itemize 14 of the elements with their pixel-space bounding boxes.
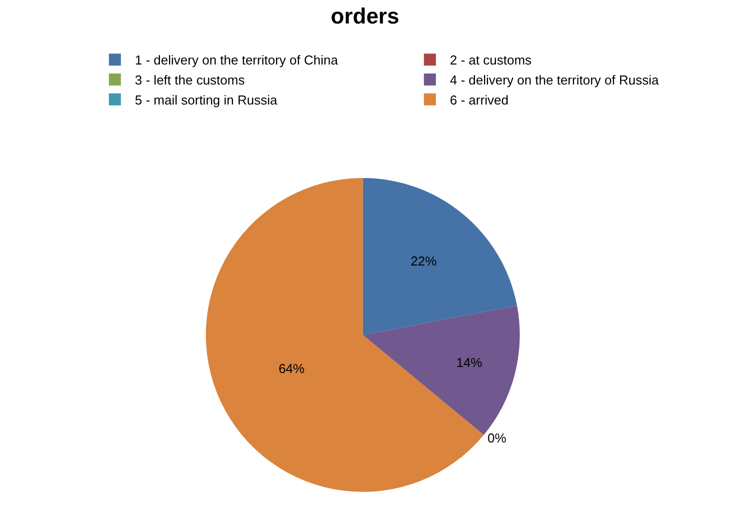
legend-label: 3 - left the customs (134, 72, 246, 88)
data-label: 64% (278, 360, 306, 376)
text: 0% (487, 430, 506, 446)
pie-slice (362, 306, 520, 435)
legend-label: 2 - at customs (450, 52, 532, 68)
data-label: 22% (410, 254, 438, 269)
legend-label: 6 - arrived (450, 92, 508, 108)
data-label: 14% (456, 354, 483, 370)
chart-title: orders (330, 3, 400, 28)
pie-slice (206, 178, 484, 492)
legend-label: 5 - mail sorting in Russia (134, 92, 278, 108)
legend-label: 4 - delivery on the territory of Russia (450, 72, 660, 88)
pie-slice (362, 178, 517, 335)
legend-label: 1 - delivery on the territory of China (134, 52, 339, 68)
